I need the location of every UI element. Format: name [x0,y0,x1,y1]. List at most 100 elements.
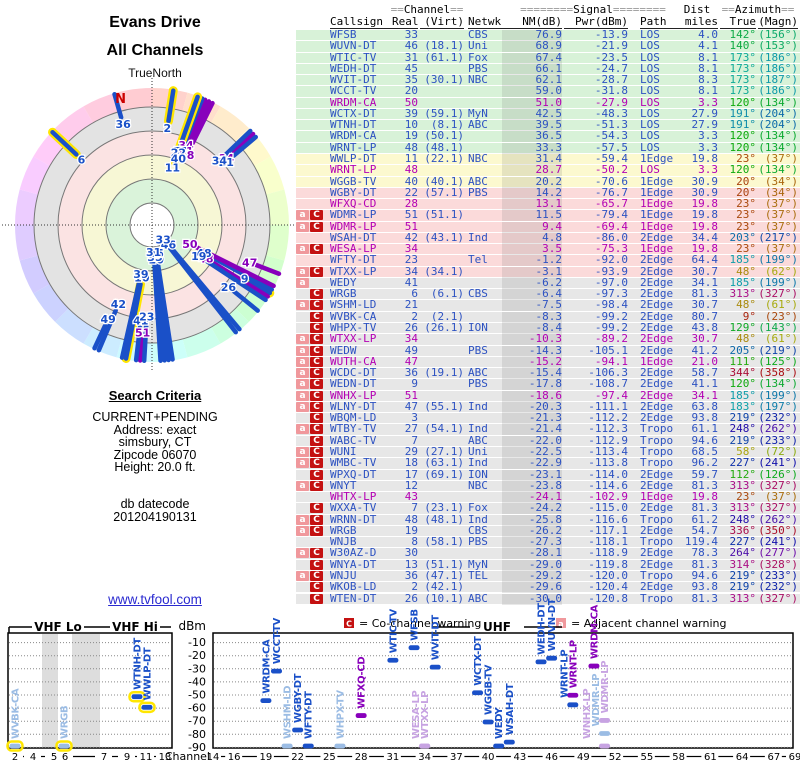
table-row: a C WSHM-LD 21 -7.5 -98.4 2Edge 30.7 48° (61°) [296,298,800,312]
table-row: a C WNJU 36 (47.1) TEL -29.2 -120.0 Tropo 94.6 219… [296,570,800,583]
table-cell: 68.9 [502,40,562,53]
table-cell: 64.4 [691,253,719,267]
radar-channel-label: 34 [178,139,194,152]
radar-station-spoke [231,289,260,313]
table-cell: WEDN-DT [330,377,377,391]
table-cell: 61.2 [691,512,719,526]
magnetic-azimuth-cell: (358°) [758,366,798,380]
true-azimuth-cell: 173° [729,84,757,98]
table-cell: 59.0 [502,85,562,98]
table-cell: 19.8 [691,219,719,233]
radar-channel-label: 50 [182,238,198,251]
table-cell: WRGB [330,523,357,537]
radar-station-spoke [133,325,143,363]
channel-tick-label: 31 [387,752,400,763]
table-cell: 1Edge [640,151,674,165]
channel-tick-label: 9 [124,752,130,763]
magnetic-azimuth-cell: (186°) [758,61,798,75]
table-cell [468,131,502,142]
magnetic-azimuth-cell: (199°) [758,275,798,289]
table-cell: 81.3 [691,591,719,605]
radar-station-spoke [172,94,200,164]
search-criteria-heading: Search Criteria [108,388,202,403]
magnetic-azimuth-cell: (328°) [758,557,798,571]
table-row: C WKOB-LD 2 (42.1) -29.6 -120.4 2Edge 93.8 219°(… [296,581,800,594]
magnetic-azimuth-cell: (232°) [758,411,798,425]
table-cell: WRGB [330,287,357,301]
radar-station-spoke [119,278,142,360]
station-label: WNHX-LP [582,689,593,739]
table-cell: -21.9 [594,39,628,53]
station-marker [9,743,21,749]
table-cell: -119.8 [588,557,628,571]
dbm-tick-label: -70 [188,715,206,728]
table-cell: WESA-LP [330,242,377,256]
table-cell: 21 [404,298,418,312]
true-azimuth-cell: 248° [729,422,757,436]
table-cell: 27.9 [691,118,719,132]
table-cell: WUTH-CA [330,354,377,368]
table-cell: (27.1) [424,444,464,458]
co-channel-warning-badge: C [310,548,323,559]
page-title: Evans Drive [109,14,201,31]
table-cell: -23.8 [502,480,562,492]
table-cell: 1Edge [640,174,674,188]
channel-tick-label: 58 [672,752,685,763]
table-cell: -114.0 [588,467,628,481]
table-cell: 34.4 [691,230,719,244]
table-header: Real [392,15,419,29]
table-cell: -29.0 [502,559,562,571]
table-cell: -23.5 [594,50,628,64]
table-cell: 34 [404,332,418,346]
table-cell: 4.1 [698,39,718,53]
table-cell: -28.1 [502,547,562,560]
table-row: a C WTBY-TV 27 (54.1) Ind -21.4 -112.3 Tropo 61.1… [296,422,800,436]
station-label: WDMR-LP [591,674,602,727]
radar-station-spoke [229,131,256,156]
table-cell: WRNN-DT [330,512,377,526]
radar-compass-wedge [83,92,122,123]
station-label: WRDM-CA [261,639,272,694]
table-cell: CBS [468,287,488,301]
table-cell: -118.9 [588,546,628,560]
channel-tick-label: 11 [140,752,153,763]
table-cell: 30 [404,546,418,560]
table-row: WRDM-CA 19 (50.1) 36.5 -54.3 LOS 3.3 120° (134°) [296,130,800,143]
radar-channel-label: 51 [135,326,150,339]
dbm-tick-label: -80 [188,728,206,741]
vhf-hi-label: VHF Hi [112,620,158,634]
table-cell [420,346,464,357]
table-cell: 54.7 [691,523,719,537]
co-channel-warning-badge: C [310,379,323,390]
tvfool-link[interactable]: www.tvfool.com [108,592,202,607]
table-row: WTIC-TV 31 (61.1) Fox 67.4 -23.5 LOS 8.1 173° (18… [296,50,800,64]
table-cell: 3.3 [698,95,718,109]
table-cell: (69.1) [424,467,464,481]
table-cell: 27.9 [691,106,719,120]
table-cell: 14.2 [502,187,562,199]
table-cell: Tropo [640,512,674,526]
table-cell: WNYT [330,478,357,492]
radar-svg: 5193647493426221641342334425151282240481… [2,78,302,372]
table-cell: LOS [640,140,660,154]
station-label: WESA-LP [411,690,422,739]
table-cell: 36.5 [502,130,562,143]
station-label: WDMR-LP [600,661,611,714]
radar-compass-wedge [182,327,221,358]
co-channel-warning-badge: C [310,368,323,379]
table-row: WUVN-DT 46 (18.1) Uni 68.9 -21.9 LOS 4.1 140° (15… [296,39,800,53]
table-cell: 30.7 [691,264,719,278]
radar-compass-wedge [55,308,93,344]
table-cell: -24.7 [594,61,628,75]
table-header: True [720,16,756,29]
table-cell: 18 [404,456,418,470]
adjacent-channel-warning-badge: a [296,345,309,356]
table-cell: WTIC-TV [330,50,377,64]
table-cell: 27 [404,422,418,436]
co-channel-warning-badge: C [310,593,323,604]
table-cell: 2 [411,309,418,323]
radar-channel-label: 21 [219,156,234,169]
table-row: a C WEDN-DT 9 PBS -17.8 -108.7 2Edge 41.1 120° (13… [296,377,800,391]
radar-station-spoke [92,323,108,351]
table-cell: WEDW [330,343,357,357]
